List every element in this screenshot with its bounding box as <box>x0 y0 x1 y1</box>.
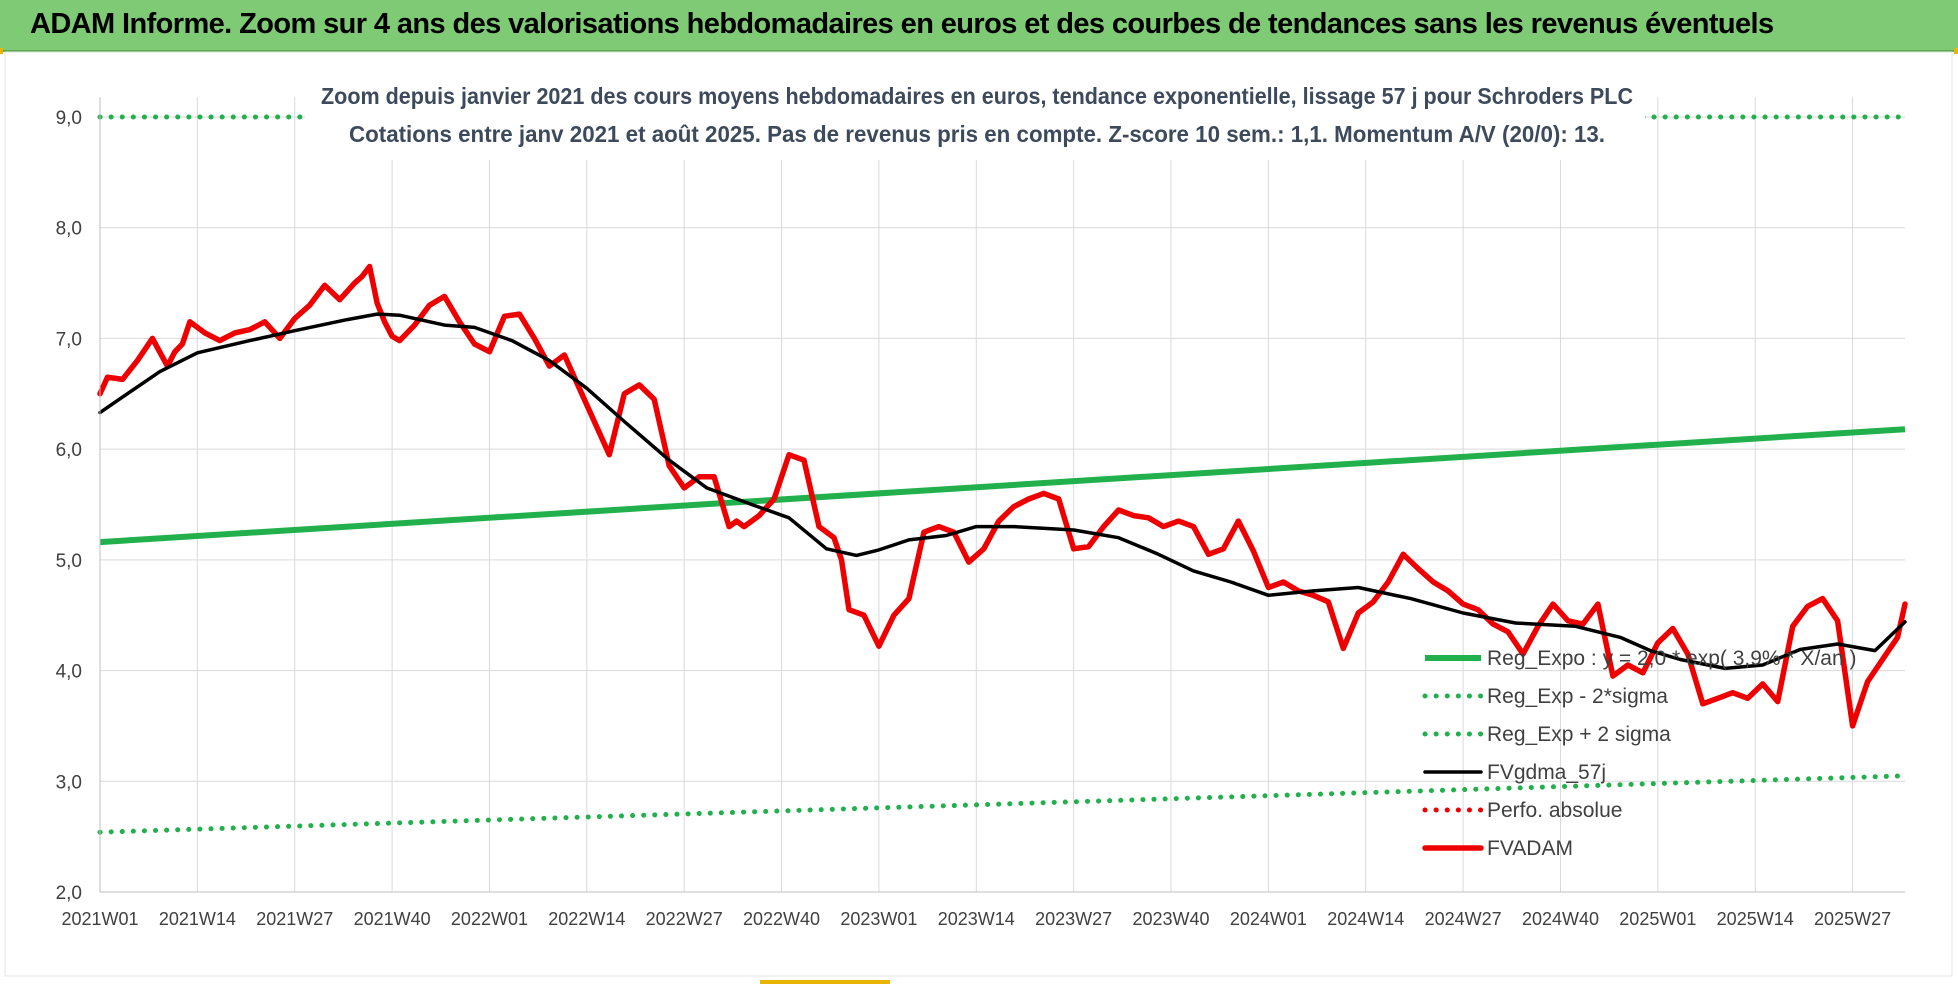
x-tick-label: 2024W14 <box>1327 909 1404 929</box>
corner-mark-left <box>0 48 3 54</box>
corner-mark-right <box>1954 48 1958 54</box>
legend-label-reg_minus: Reg_Exp - 2*sigma <box>1487 685 1668 708</box>
title-block: Zoom depuis janvier 2021 des cours moyen… <box>305 72 1645 160</box>
chart-title: Zoom depuis janvier 2021 des cours moyen… <box>321 83 1633 109</box>
legend-label-reg: Reg_Expo : y = 2,0 * exp( 3,9% * X/an ) <box>1487 647 1856 670</box>
legend-label-fvadam: FVADAM <box>1487 837 1573 860</box>
y-tick-label: 4,0 <box>56 662 82 683</box>
x-tick-label: 2021W14 <box>159 909 236 929</box>
series-line-reg_minus <box>97 773 1908 835</box>
x-tick-label: 2021W27 <box>256 909 333 929</box>
legend: Reg_Expo : y = 2,0 * exp( 3,9% * X/an ) R… <box>1422 647 1856 860</box>
y-tick-label: 8,0 <box>56 219 82 240</box>
x-tick-label: 2024W01 <box>1230 909 1307 929</box>
x-tick-label: 2023W14 <box>938 909 1015 929</box>
x-tick-label: 2023W40 <box>1132 909 1209 929</box>
x-tick-label: 2023W01 <box>840 909 917 929</box>
x-tick-label: 2023W27 <box>1035 909 1112 929</box>
series-line-fvgdma <box>98 312 1907 671</box>
x-tick-label: 2022W27 <box>646 909 723 929</box>
x-tick-label: 2025W27 <box>1814 909 1891 929</box>
banner-title: ADAM Informe. Zoom sur 4 ans des valoris… <box>30 8 1774 40</box>
x-tick-label: 2025W01 <box>1619 909 1696 929</box>
legend-label-fvgdma: FVgdma_57j <box>1487 761 1606 784</box>
corner-mark-bottom <box>760 980 890 984</box>
y-tick-label: 5,0 <box>56 551 82 572</box>
x-tick-label: 2022W40 <box>743 909 820 929</box>
y-tick-label: 6,0 <box>56 440 82 461</box>
legend-label-perfo: Perfo. absolue <box>1487 799 1622 822</box>
top-banner: ADAM Informe. Zoom sur 4 ans des valoris… <box>0 0 1958 52</box>
x-tick-label: 2022W14 <box>548 909 625 929</box>
axis-layer: 2,0 3,0 4,0 5,0 6,0 7,0 8,0 9,0 2021W01 2021W14 20… <box>56 97 1905 929</box>
y-tick-label: 9,0 <box>56 108 82 129</box>
chart-frame <box>4 51 1953 977</box>
y-tick-label: 3,0 <box>56 772 82 793</box>
x-tick-label: 2024W27 <box>1425 909 1502 929</box>
x-tick-label: 2021W01 <box>61 909 138 929</box>
title-background <box>305 72 1645 160</box>
x-tick-label: 2021W40 <box>354 909 431 929</box>
x-tick-label: 2025W14 <box>1717 909 1794 929</box>
chart-subtitle: Cotations entre janv 2021 et août 2025. … <box>349 121 1605 147</box>
y-tick-label: 2,0 <box>56 883 82 904</box>
x-tick-label: 2022W01 <box>451 909 528 929</box>
y-tick-label: 7,0 <box>56 329 82 350</box>
series-line-reg <box>99 426 1906 546</box>
legend-label-reg_plus: Reg_Exp + 2 sigma <box>1487 723 1671 746</box>
x-tick-label: 2024W40 <box>1522 909 1599 929</box>
